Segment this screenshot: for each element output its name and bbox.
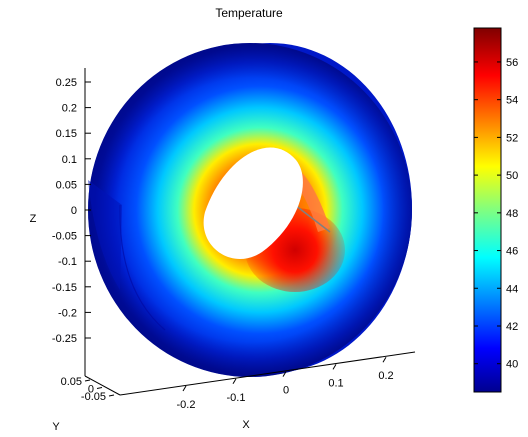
- y-tick-mark: [84, 379, 91, 382]
- y-axis-ticks: 0.05 0-0.05: [61, 376, 115, 403]
- z-tick-label: 0: [71, 205, 77, 217]
- colorbar-tick-label: 50: [506, 170, 518, 182]
- colorbar-tick-label: 48: [506, 208, 518, 220]
- colorbar: 56 54 52 50 48 46 44 42 40: [473, 27, 518, 393]
- colorbar-tick-label: 46: [506, 246, 518, 258]
- axes: [84, 68, 416, 396]
- torus-surface: [88, 43, 412, 377]
- y-tick-label: 0.05: [61, 376, 82, 388]
- x-tick-mark: [332, 364, 337, 370]
- x-tick-label: -0.1: [227, 392, 246, 404]
- z-tick-label: -0.15: [52, 282, 77, 294]
- colorbar-ticks: 56 54 52 50 48 46 44 42 40: [474, 57, 518, 371]
- colorbar-gradient: [473, 27, 502, 393]
- x-tick-label: 0.1: [328, 377, 343, 389]
- x-tick-mark: [382, 356, 387, 363]
- z-tick-label: -0.2: [58, 307, 77, 319]
- y-tick-mark: [96, 387, 103, 389]
- x-axis-ticks: -0.2 -0.1 0 0.1 0.2: [177, 356, 394, 411]
- y-tick-label: -0.05: [81, 391, 106, 403]
- torus-hole: [203, 147, 303, 259]
- x-tick-mark: [282, 371, 287, 377]
- colorbar-tick-label: 42: [506, 321, 518, 333]
- y-tick-label: 0: [88, 384, 94, 396]
- y-axis-label: Y: [52, 421, 60, 433]
- x-axis-line: [119, 351, 416, 396]
- z-tick-label: 0.25: [56, 77, 77, 89]
- x-axis-label: X: [242, 419, 250, 431]
- colorbar-tick-label: 54: [506, 95, 518, 107]
- z-tick-label: 0.1: [62, 154, 77, 166]
- z-tick-label: -0.25: [52, 333, 77, 345]
- chart-title: Temperature: [215, 6, 283, 20]
- z-tick-label: 0.05: [56, 179, 77, 191]
- x-tick-mark: [232, 378, 237, 385]
- colorbar-tick-label: 52: [506, 132, 518, 144]
- z-tick-label: -0.1: [58, 256, 77, 268]
- colorbar-tick-label: 40: [506, 359, 518, 371]
- colorbar-tick-label: 44: [506, 283, 518, 295]
- torus-dark-wedge: [88, 180, 122, 290]
- x-tick-mark: [182, 385, 187, 392]
- x-tick-label: 0.2: [378, 370, 393, 382]
- x-tick-label: 0: [283, 385, 289, 397]
- z-tick-label: 0.2: [62, 103, 77, 115]
- y-tick-mark: [108, 394, 115, 397]
- torus-cut-edge: [294, 204, 331, 233]
- z-axis-ticks: 0.25 0.2 0.15 0.1 0.05 0 -0.05 -0.1 -0.15 -0.2 -0.…: [52, 77, 91, 345]
- z-tick-label: 0.15: [56, 128, 77, 140]
- z-tick-label: -0.05: [52, 231, 77, 243]
- colorbar-tick-label: 56: [506, 57, 518, 69]
- z-axis-label: Z: [30, 213, 37, 225]
- y-axis-line: [84, 375, 121, 396]
- x-tick-label: -0.2: [177, 399, 196, 411]
